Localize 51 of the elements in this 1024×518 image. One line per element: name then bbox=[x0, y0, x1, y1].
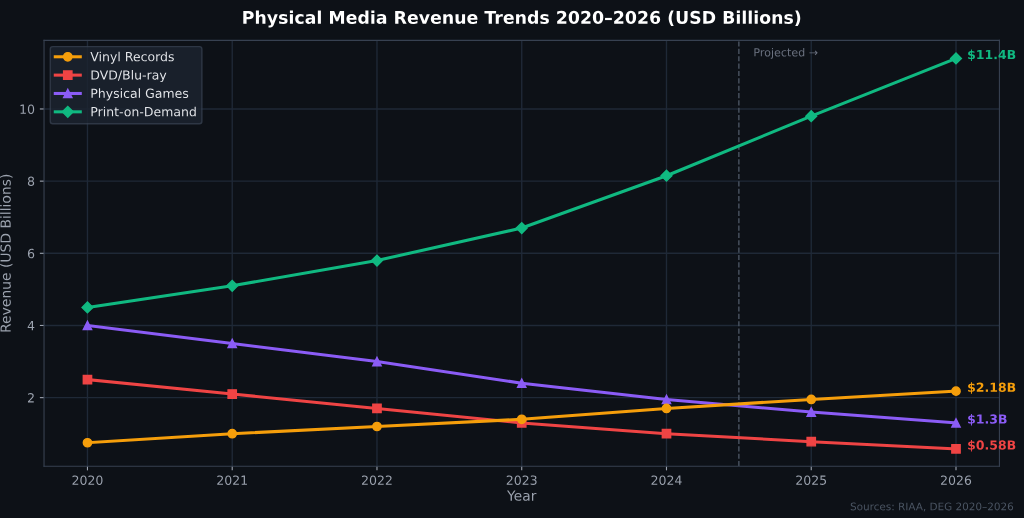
x-tick-label: 2025 bbox=[796, 475, 827, 485]
point bbox=[82, 437, 93, 448]
legend-label: Physical Games bbox=[91, 88, 189, 101]
chart-title: Physical Media Revenue Trends 2020–2026 (USD Billions) bbox=[243, 10, 801, 28]
point bbox=[806, 436, 817, 447]
source-note: Sources: RIAA, DEG 2020–2026 bbox=[850, 502, 1014, 512]
point bbox=[516, 378, 527, 389]
x-tick-label: 2023 bbox=[506, 475, 537, 485]
point bbox=[951, 418, 961, 428]
x-tick-label: 2020 bbox=[72, 475, 103, 485]
point bbox=[806, 394, 817, 405]
point bbox=[227, 389, 238, 399]
point bbox=[372, 403, 382, 414]
x-tick-label: 2022 bbox=[361, 475, 392, 485]
y-axis-title: Revenue (USD Billions) bbox=[0, 174, 13, 332]
x-axis-title: Year bbox=[506, 490, 537, 501]
x-tick-label: 2021 bbox=[217, 475, 247, 485]
point bbox=[951, 386, 961, 397]
legend-label: Vinyl Records bbox=[90, 51, 174, 64]
legend-label: Print-on-Demand bbox=[91, 106, 196, 117]
point bbox=[806, 407, 817, 417]
ref-line-label: Projected → bbox=[754, 47, 818, 59]
point bbox=[661, 428, 672, 439]
point bbox=[949, 52, 963, 65]
legend-label: DVD/Blu-ray bbox=[91, 70, 167, 83]
y-tick-label: 10 bbox=[20, 104, 35, 114]
y-tick-label: 2 bbox=[27, 393, 34, 403]
y-tick-label: 6 bbox=[27, 248, 35, 259]
point bbox=[661, 403, 672, 414]
point bbox=[516, 414, 527, 425]
y-tick-label: 8 bbox=[27, 176, 35, 187]
point bbox=[226, 279, 239, 292]
point bbox=[805, 110, 818, 123]
point bbox=[660, 169, 673, 182]
point bbox=[372, 421, 382, 432]
point bbox=[372, 356, 382, 367]
data-label: $0.58B bbox=[968, 440, 1016, 452]
point bbox=[227, 428, 238, 439]
point bbox=[515, 221, 528, 235]
point bbox=[951, 444, 961, 454]
point bbox=[661, 394, 672, 405]
data-label: $2.18B bbox=[968, 382, 1016, 394]
y-tick-label: 4 bbox=[27, 321, 35, 331]
point bbox=[227, 338, 238, 349]
data-label: $1.3B bbox=[968, 414, 1007, 426]
point bbox=[82, 320, 93, 331]
point bbox=[370, 254, 384, 267]
data-label: $11.4B bbox=[968, 49, 1016, 61]
x-tick-label: 2024 bbox=[651, 475, 682, 485]
x-tick-label: 2026 bbox=[941, 475, 972, 485]
point bbox=[81, 301, 94, 314]
